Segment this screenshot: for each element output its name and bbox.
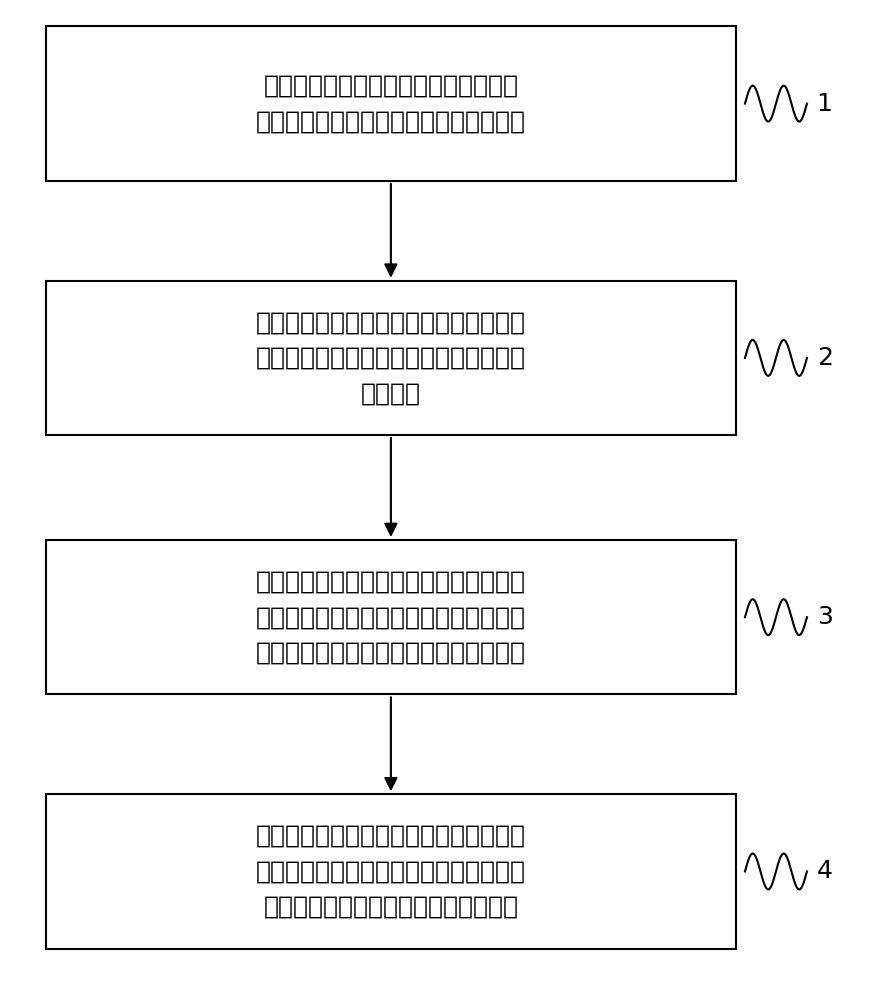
Text: 利用磁场扫频的方法测量电子共振频率，
并测量静磁场方向和抽运光左右旋同时翻
转后共振频率的变化，解算纵向剩磁。: 利用磁场扫频的方法测量电子共振频率， 并测量静磁场方向和抽运光左右旋同时翻 转后… <box>256 824 526 919</box>
Text: 3: 3 <box>817 605 833 629</box>
Text: 1: 1 <box>817 92 833 116</box>
Text: 解调原子磁强计信号并取其直流分量，得
到横向剩磁，施加横向补偿磁场将剩磁补
偿至零。: 解调原子磁强计信号并取其直流分量，得 到横向剩磁，施加横向补偿磁场将剩磁补 偿至… <box>256 310 526 405</box>
Text: 施加静磁场、调制磁场、抽运光、检测
光，使得原子磁强计工作在磁共振状态。: 施加静磁场、调制磁场、抽运光、检测 光，使得原子磁强计工作在磁共振状态。 <box>256 74 526 133</box>
FancyBboxPatch shape <box>45 281 736 435</box>
FancyBboxPatch shape <box>45 26 736 181</box>
Text: 2: 2 <box>817 346 833 370</box>
Text: 测量横向磁场补偿至零所需的补偿磁场值
随检测光强的变化，绘制一条直线，其在
纵轴上的截距即为屏蔽桶内的横向剩磁。: 测量横向磁场补偿至零所需的补偿磁场值 随检测光强的变化，绘制一条直线，其在 纵轴… <box>256 570 526 665</box>
Text: 4: 4 <box>817 859 833 883</box>
FancyBboxPatch shape <box>45 794 736 949</box>
FancyBboxPatch shape <box>45 540 736 694</box>
